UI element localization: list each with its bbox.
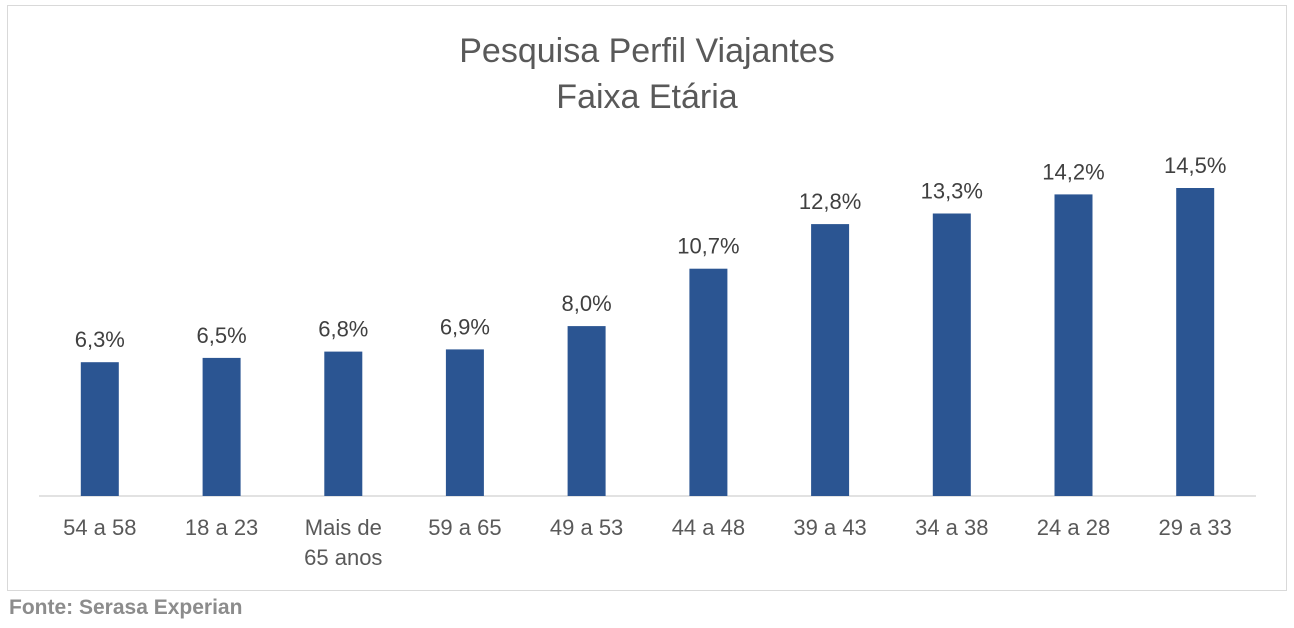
- chart-title-line-1: Pesquisa Perfil Viajantes: [459, 32, 834, 70]
- data-label-3: 6,8%: [318, 317, 368, 342]
- x-tick-label-9: 24 a 28: [1037, 515, 1110, 540]
- data-label-1: 6,3%: [75, 327, 125, 352]
- x-tick-label-3-line-1: Mais de: [305, 515, 382, 540]
- bar-2: [202, 357, 241, 496]
- x-tick-label-2: 18 a 23: [185, 515, 258, 540]
- bar-9: [1054, 194, 1093, 496]
- data-label-5: 8,0%: [562, 291, 612, 316]
- bar-4: [445, 349, 484, 496]
- data-labels: 6,3% 6,5% 6,8% 6,9% 8,0% 10,7% 12,8% 13,3% 14,2%…: [75, 153, 1227, 352]
- x-tick-label-4: 59 a 65: [428, 515, 501, 540]
- data-label-10: 14,5%: [1164, 153, 1226, 178]
- bar-5: [567, 326, 606, 496]
- x-tick-label-5: 49 a 53: [550, 515, 623, 540]
- bar-7: [811, 224, 850, 496]
- bar-3: [324, 351, 363, 496]
- data-label-7: 12,8%: [799, 189, 861, 214]
- x-tick-label-8: 34 a 38: [915, 515, 988, 540]
- x-tick-label-6: 44 a 48: [672, 515, 745, 540]
- chart-title-line-2: Faixa Etária: [556, 78, 737, 116]
- x-tick-label-1: 54 a 58: [63, 515, 136, 540]
- source-note: Fonte: Serasa Experian: [9, 596, 243, 619]
- bars: [80, 188, 1215, 496]
- bar-8: [932, 213, 971, 496]
- chart-title: Pesquisa Perfil Viajantes Faixa Etária: [459, 32, 834, 116]
- data-label-8: 13,3%: [921, 179, 983, 204]
- data-label-6: 10,7%: [677, 234, 739, 259]
- bar-6: [689, 268, 728, 496]
- x-tick-labels: 54 a 58 18 a 23 Mais de 65 anos 59 a 65 49 a …: [63, 515, 1232, 570]
- data-label-9: 14,2%: [1042, 159, 1104, 184]
- data-label-2: 6,5%: [197, 323, 247, 348]
- x-tick-label-3-line-2: 65 anos: [304, 545, 382, 570]
- bar-10: [1176, 188, 1215, 496]
- x-tick-label-7: 39 a 43: [793, 515, 866, 540]
- bar-1: [80, 362, 119, 496]
- data-label-4: 6,9%: [440, 314, 490, 339]
- x-tick-label-10: 29 a 33: [1158, 515, 1231, 540]
